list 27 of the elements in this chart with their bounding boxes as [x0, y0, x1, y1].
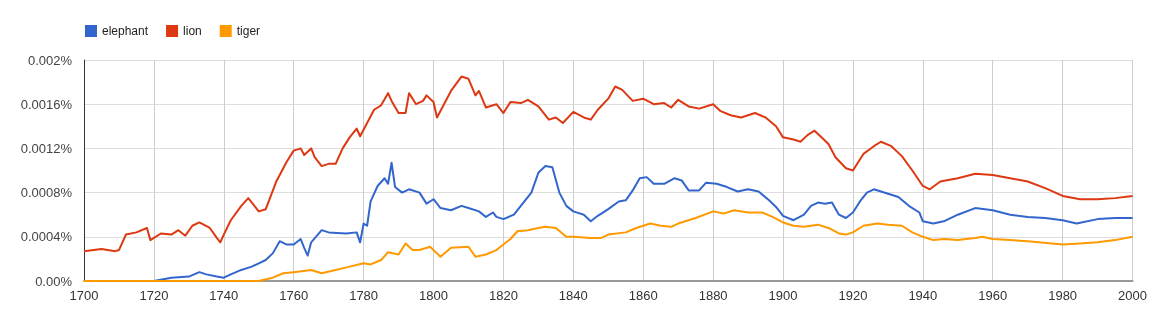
- x-tick-label: 1940: [908, 288, 938, 303]
- x-tick-label: 1840: [558, 288, 588, 303]
- x-tick-label: 1800: [419, 288, 448, 303]
- legend-label: lion: [183, 24, 202, 38]
- y-tick-label: 0.00%: [35, 273, 73, 289]
- line-series: [83, 75, 1134, 253]
- y-tick-label: 0.0016%: [20, 96, 73, 112]
- x-tick-label: 1740: [209, 288, 239, 303]
- y-tick-label: 0.0012%: [20, 140, 73, 156]
- x-tick-label: 1720: [139, 288, 169, 303]
- x-tick-label: 1920: [838, 288, 868, 303]
- x-tick-label: 1820: [488, 288, 518, 303]
- x-tick-label: 1700: [69, 288, 99, 303]
- legend-label: tiger: [236, 24, 261, 38]
- x-tick-label: 1760: [279, 288, 309, 303]
- x-tick-label: 1860: [628, 288, 658, 303]
- x-tick-label: 1900: [768, 288, 798, 303]
- x-tick-label: 1980: [1048, 288, 1078, 303]
- y-tick-label: 0.0004%: [20, 229, 73, 245]
- x-tick-label: 1960: [978, 288, 1008, 303]
- y-tick-label: 0.002%: [27, 52, 73, 68]
- legend-label: elephant: [102, 24, 149, 38]
- x-tick-label: 2000: [1118, 288, 1147, 303]
- x-tick-label: 1780: [349, 288, 379, 303]
- line-series: [83, 209, 1134, 282]
- x-tick-label: 1880: [698, 288, 728, 303]
- y-tick-label: 0.0008%: [20, 185, 73, 201]
